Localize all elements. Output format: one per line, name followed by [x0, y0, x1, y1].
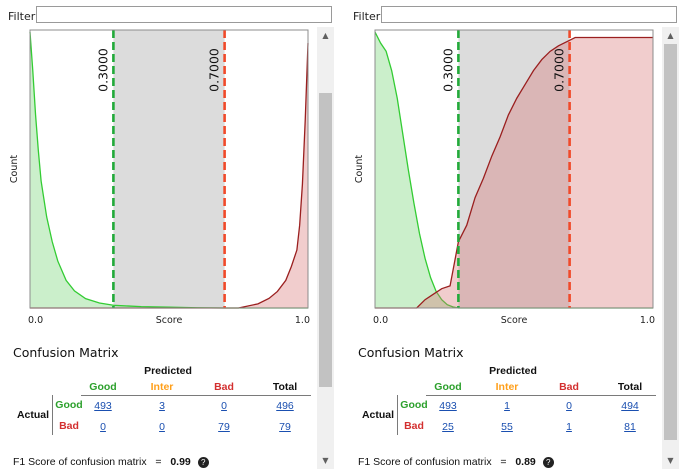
column-header-good: Good [434, 381, 462, 393]
column-header-inter: Inter [495, 381, 519, 393]
matrix-cell[interactable]: 493 [439, 400, 457, 412]
matrix-cell[interactable]: 79 [279, 421, 291, 433]
threshold-label-2: 0.7000 [552, 48, 567, 92]
f1-value: 0.89 [515, 456, 536, 468]
right-panel: Filter 0.3000 0.7000 Count Score 0.0 1.0 Conf… [345, 0, 683, 476]
matrix-cell[interactable]: 3 [159, 400, 165, 412]
score-distribution-chart: 0.3000 0.7000 Count Score 0.0 1.0 [9, 29, 310, 326]
matrix-cell[interactable]: 0 [159, 421, 165, 433]
column-header-total: Total [617, 381, 643, 393]
filter-label: Filter [8, 10, 36, 23]
scroll-up-icon[interactable]: ▲ [667, 31, 674, 40]
x-tick-label-min: 0.0 [373, 315, 388, 326]
y-axis-label: Count [9, 155, 20, 183]
matrix-cell[interactable]: 493 [94, 400, 112, 412]
filter-input[interactable] [381, 6, 677, 23]
matrix-cell[interactable]: 0 [221, 400, 227, 412]
score-distribution-chart: 0.3000 0.7000 Count Score 0.0 1.0 [354, 29, 655, 326]
y-axis-label: Count [354, 155, 365, 183]
series-good-area [375, 32, 653, 308]
series-bad-area [375, 37, 653, 309]
filter-label: Filter [353, 10, 381, 23]
intermediate-region [458, 30, 570, 308]
confusion-matrix-title: Confusion Matrix [13, 345, 119, 360]
series-bad-line [375, 36, 653, 309]
matrix-cell[interactable]: 25 [442, 421, 454, 433]
scroll-thumb[interactable] [319, 92, 332, 387]
matrix-cell[interactable]: 0 [566, 400, 572, 412]
matrix-cell[interactable]: 79 [218, 421, 230, 433]
matrix-cell[interactable]: 494 [621, 400, 639, 412]
actual-header: Actual [361, 409, 395, 421]
help-icon[interactable]: ? [197, 456, 209, 468]
scroll-content: 0.3000 0.7000 Count Score 0.0 1.0 Confusion M… [5, 27, 316, 469]
filter-input[interactable] [36, 6, 332, 23]
predicted-header: Predicted [144, 365, 192, 377]
matrix-cell[interactable]: 1 [504, 400, 510, 412]
series-good-line [374, 31, 653, 309]
plot-frame [29, 29, 309, 309]
x-tick-label-max: 1.0 [640, 315, 655, 326]
help-icon[interactable]: ? [542, 456, 554, 468]
f1-score: F1 Score of confusion matrix = 0.89 ? [358, 456, 554, 468]
column-header-bad: Bad [214, 381, 234, 393]
matrix-cell[interactable]: 496 [276, 400, 294, 412]
row-header-bad: Bad [404, 420, 424, 432]
threshold-label-1: 0.3000 [440, 48, 455, 92]
row-divider [52, 395, 53, 435]
header-divider [426, 395, 656, 396]
row-header-bad: Bad [59, 420, 79, 432]
row-header-good: Good [55, 399, 83, 411]
vertical-scrollbar[interactable]: ▲ ▼ [662, 27, 679, 469]
scroll-down-icon[interactable]: ▼ [667, 456, 674, 465]
header-divider [81, 395, 311, 396]
confusion-matrix-title: Confusion Matrix [358, 345, 464, 360]
column-header-inter: Inter [150, 381, 174, 393]
x-tick-label-min: 0.0 [28, 315, 43, 326]
intermediate-region [113, 30, 225, 308]
x-tick-label-max: 1.0 [295, 315, 310, 326]
scroll-thumb[interactable] [664, 44, 677, 440]
f1-label: F1 Score of confusion matrix [13, 456, 147, 468]
f1-label: F1 Score of confusion matrix [358, 456, 492, 468]
column-header-bad: Bad [559, 381, 579, 393]
plot-frame [374, 29, 654, 309]
f1-equals: = [500, 456, 507, 468]
left-panel: Filter 0.3000 0.7000 Count Score 0.0 1.0 Conf… [0, 0, 338, 476]
scroll-down-icon[interactable]: ▼ [322, 456, 329, 465]
series-good-area [30, 32, 308, 308]
actual-header: Actual [16, 409, 50, 421]
vertical-scrollbar[interactable]: ▲ ▼ [317, 27, 334, 469]
scroll-content: 0.3000 0.7000 Count Score 0.0 1.0 Confusion M… [350, 27, 661, 469]
f1-value: 0.99 [170, 456, 191, 468]
x-axis-label: Score [501, 315, 528, 326]
matrix-cell[interactable]: 0 [100, 421, 106, 433]
row-header-good: Good [400, 399, 428, 411]
threshold-label-2: 0.7000 [207, 48, 222, 92]
row-divider [397, 395, 398, 435]
predicted-header: Predicted [489, 365, 537, 377]
f1-score: F1 Score of confusion matrix = 0.99 ? [13, 456, 209, 468]
column-header-total: Total [272, 381, 298, 393]
threshold-label-1: 0.3000 [95, 48, 110, 92]
x-axis-label: Score [156, 315, 183, 326]
f1-equals: = [155, 456, 162, 468]
matrix-cell[interactable]: 1 [566, 421, 572, 433]
column-header-good: Good [89, 381, 117, 393]
matrix-cell[interactable]: 81 [624, 421, 636, 433]
matrix-cell[interactable]: 55 [501, 421, 513, 433]
scroll-up-icon[interactable]: ▲ [322, 31, 329, 40]
